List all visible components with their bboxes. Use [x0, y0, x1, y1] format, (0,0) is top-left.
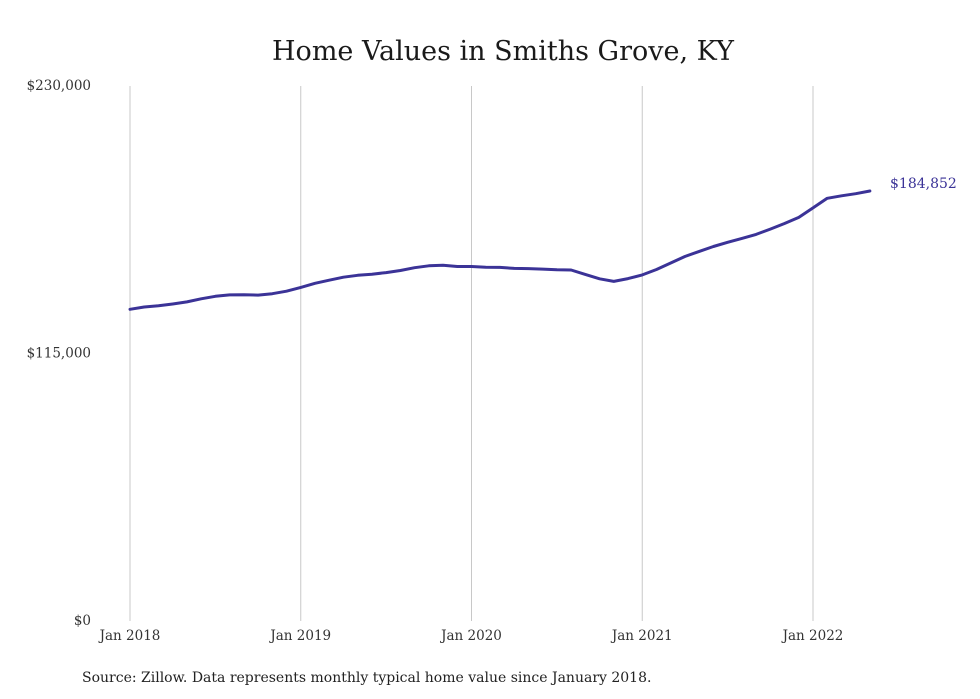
x-tick-label: Jan 2021	[610, 628, 673, 644]
x-tick-label: Jan 2019	[268, 628, 331, 644]
source-note: Source: Zillow. Data represents monthly …	[82, 670, 651, 686]
x-tick-label: Jan 2018	[98, 628, 161, 644]
end-value-label: $184,852	[890, 176, 957, 192]
home-value-series-line	[128, 189, 872, 311]
chart-title: Home Values in Smiths Grove, KY	[272, 36, 735, 67]
x-axis-ticks: Jan 2018 Jan 2019 Jan 2020 Jan 2021 Jan 2022	[98, 628, 844, 644]
y-tick-label: $0	[74, 613, 91, 629]
grid-lines	[129, 86, 814, 621]
x-tick-label: Jan 2022	[781, 628, 844, 644]
y-tick-label: $230,000	[27, 78, 91, 94]
y-axis-ticks: $0 $115,000 $230,000	[27, 78, 91, 629]
y-tick-label: $115,000	[27, 346, 91, 362]
x-tick-label: Jan 2020	[439, 628, 502, 644]
